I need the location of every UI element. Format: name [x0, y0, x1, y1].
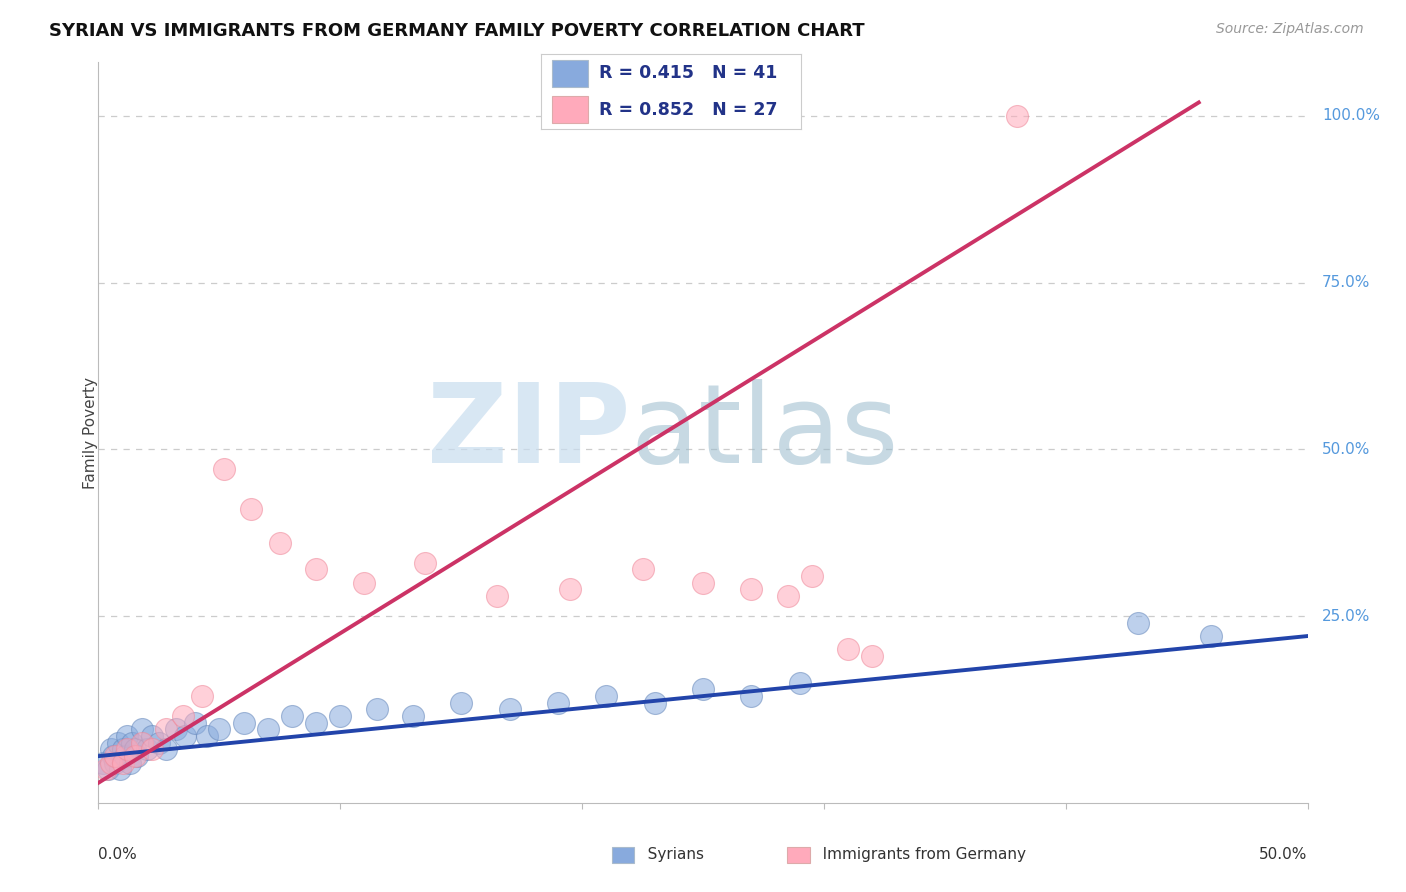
Bar: [551, 60, 588, 87]
Point: [104, 756, 127, 770]
Point: [789, 675, 811, 690]
Point: [498, 702, 520, 716]
Text: 50.0%: 50.0%: [1260, 847, 1308, 863]
Point: [269, 535, 291, 549]
Point: [97, 763, 120, 777]
Point: [860, 648, 883, 663]
Point: [692, 682, 714, 697]
Point: [141, 742, 163, 756]
Point: [329, 709, 352, 723]
Point: [800, 569, 823, 583]
Point: [91, 756, 114, 770]
Point: [558, 582, 581, 597]
Point: [595, 689, 617, 703]
Text: 75.0%: 75.0%: [1322, 275, 1371, 290]
Point: [837, 642, 859, 657]
Text: atlas: atlas: [630, 379, 898, 486]
Text: SYRIAN VS IMMIGRANTS FROM GERMANY FAMILY POVERTY CORRELATION CHART: SYRIAN VS IMMIGRANTS FROM GERMANY FAMILY…: [49, 22, 865, 40]
Point: [114, 749, 136, 764]
Point: [165, 723, 187, 737]
Point: [232, 715, 254, 730]
Point: [1128, 615, 1150, 630]
Point: [740, 689, 762, 703]
Point: [124, 749, 146, 764]
Point: [117, 742, 139, 756]
Point: [155, 723, 177, 737]
Point: [118, 756, 141, 770]
Text: Immigrants from Germany: Immigrants from Germany: [808, 847, 1026, 862]
Point: [212, 462, 235, 476]
Y-axis label: Family Poverty: Family Poverty: [83, 376, 97, 489]
Point: [413, 556, 436, 570]
Text: 0.0%: 0.0%: [98, 847, 138, 863]
Point: [366, 702, 388, 716]
Point: [450, 696, 472, 710]
Point: [256, 723, 278, 737]
Text: Source: ZipAtlas.com: Source: ZipAtlas.com: [1216, 22, 1364, 37]
Point: [402, 709, 425, 723]
Point: [148, 736, 170, 750]
Point: [305, 562, 328, 576]
Point: [131, 736, 153, 750]
Point: [547, 696, 569, 710]
Point: [1199, 629, 1222, 643]
Text: R = 0.852   N = 27: R = 0.852 N = 27: [599, 101, 778, 119]
Point: [155, 742, 177, 756]
Point: [184, 715, 207, 730]
Point: [195, 729, 218, 743]
Point: [174, 729, 197, 743]
Point: [141, 729, 163, 743]
Point: [208, 723, 231, 737]
Point: [94, 763, 117, 777]
Point: [644, 696, 666, 710]
Point: [104, 749, 127, 764]
Text: 25.0%: 25.0%: [1322, 608, 1371, 624]
Point: [111, 756, 134, 770]
Point: [131, 723, 153, 737]
Point: [305, 715, 328, 730]
Text: ZIP: ZIP: [427, 379, 630, 486]
Point: [1007, 109, 1029, 123]
Point: [740, 582, 762, 597]
Point: [692, 575, 714, 590]
Point: [239, 502, 262, 516]
Point: [135, 742, 157, 756]
Text: 50.0%: 50.0%: [1322, 442, 1371, 457]
Point: [127, 749, 149, 764]
Point: [124, 742, 146, 756]
Point: [172, 709, 194, 723]
Point: [101, 749, 124, 764]
Point: [776, 589, 799, 603]
Point: [108, 763, 131, 777]
Text: Syrians: Syrians: [633, 847, 703, 862]
Point: [100, 756, 122, 770]
Bar: [551, 96, 588, 123]
Point: [281, 709, 304, 723]
Point: [111, 742, 134, 756]
Text: R = 0.415   N = 41: R = 0.415 N = 41: [599, 64, 778, 82]
Point: [353, 575, 375, 590]
Point: [121, 736, 143, 750]
Point: [191, 689, 214, 703]
Text: 100.0%: 100.0%: [1322, 108, 1381, 123]
Point: [486, 589, 509, 603]
Point: [631, 562, 654, 576]
Point: [117, 729, 139, 743]
Point: [100, 742, 122, 756]
Point: [107, 736, 129, 750]
